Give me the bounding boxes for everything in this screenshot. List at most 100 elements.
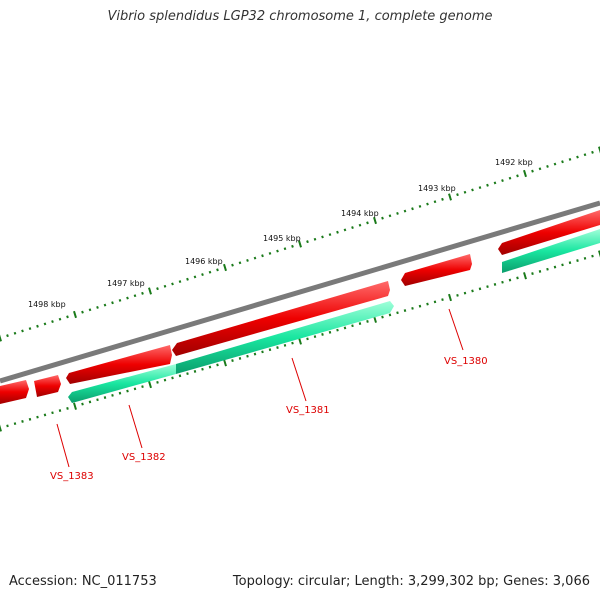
gene-label-vs1380[interactable]: VS_1380 — [444, 356, 488, 367]
minor-tick — [426, 302, 429, 306]
minor-tick — [516, 174, 519, 178]
minor-tick — [568, 261, 572, 265]
major-tick — [448, 293, 452, 302]
reverse-gene[interactable] — [502, 229, 600, 273]
minor-tick — [493, 181, 497, 185]
gene-label-leaders — [56, 308, 464, 468]
minor-tick — [51, 320, 54, 324]
major-tick — [448, 193, 452, 201]
minor-tick — [561, 263, 564, 267]
minor-tick — [306, 337, 309, 341]
minor-tick — [411, 306, 414, 310]
minor-tick — [21, 420, 24, 423]
minor-tick — [118, 298, 122, 302]
minor-tick — [478, 287, 482, 291]
minor-tick — [576, 259, 579, 262]
forward-gene[interactable] — [34, 375, 61, 397]
minor-tick — [291, 341, 294, 345]
minor-tick — [343, 228, 347, 232]
minor-tick — [133, 387, 137, 391]
minor-tick — [508, 278, 512, 282]
minor-tick — [283, 343, 287, 347]
minor-tick — [501, 280, 504, 284]
minor-tick — [463, 291, 467, 295]
minor-tick — [208, 365, 212, 369]
minor-tick — [396, 211, 399, 215]
minor-tick — [433, 200, 437, 204]
minor-tick — [546, 267, 549, 271]
scale-labels: 1492 kbp 1493 kbp 1494 kbp 1495 kbp 1496… — [28, 158, 533, 309]
minor-tick — [118, 391, 122, 395]
major-tick — [223, 263, 227, 272]
minor-tick — [36, 415, 39, 419]
forward-gene[interactable] — [401, 254, 472, 286]
minor-tick — [238, 356, 242, 360]
minor-tick — [261, 350, 264, 354]
forward-gene[interactable] — [0, 380, 29, 404]
minor-tick — [553, 162, 557, 166]
reverse-gene[interactable] — [68, 364, 176, 403]
minor-tick — [568, 157, 572, 161]
minor-tick — [208, 270, 212, 274]
minor-tick — [328, 233, 332, 237]
minor-tick — [186, 372, 189, 376]
minor-tick — [283, 247, 287, 251]
major-tick — [73, 402, 77, 410]
major-tick — [148, 287, 152, 295]
minor-tick — [388, 313, 392, 317]
gene-labels: VS_1380 VS_1381 VS_1382 VS_1383 — [50, 356, 488, 482]
scale-label-1493: 1493 kbp — [418, 184, 456, 193]
forward-gene[interactable] — [172, 281, 390, 356]
minor-tick — [193, 370, 197, 373]
forward-gene[interactable] — [66, 345, 172, 384]
minor-tick — [66, 407, 69, 410]
minor-tick — [381, 315, 384, 319]
minor-tick — [103, 303, 107, 307]
gene-label-vs1381[interactable]: VS_1381 — [286, 405, 330, 416]
minor-tick — [358, 223, 362, 227]
major-tick — [598, 146, 600, 154]
minor-tick — [178, 374, 182, 378]
scale-label-1494: 1494 kbp — [341, 209, 379, 218]
minor-tick — [441, 197, 444, 201]
forward-gene-track — [0, 210, 600, 404]
minor-tick — [6, 334, 9, 338]
leader-line-vs1380 — [448, 308, 464, 351]
minor-tick — [253, 352, 257, 356]
minor-tick — [321, 235, 324, 239]
minor-tick — [471, 289, 474, 293]
minor-tick — [141, 385, 144, 389]
minor-tick — [531, 272, 534, 275]
minor-tick — [96, 305, 99, 309]
leader-line-vs1383 — [56, 423, 70, 468]
minor-tick — [351, 226, 354, 230]
minor-tick — [561, 160, 564, 164]
minor-tick — [178, 280, 182, 284]
minor-tick — [36, 324, 39, 328]
minor-tick — [171, 376, 174, 380]
minor-tick — [141, 291, 144, 295]
genome-summary-text: Topology: circular; Length: 3,299,302 bp… — [232, 574, 590, 589]
minor-tick — [88, 400, 92, 404]
minor-tick — [21, 329, 24, 333]
minor-tick — [51, 411, 54, 415]
minor-tick — [351, 324, 354, 328]
minor-tick — [531, 169, 534, 173]
major-tick — [598, 250, 600, 258]
minor-tick — [88, 308, 92, 312]
reverse-gene[interactable] — [176, 301, 394, 374]
minor-tick — [583, 153, 587, 157]
gene-label-vs1383[interactable]: VS_1383 — [50, 471, 94, 482]
minor-tick — [403, 209, 407, 213]
minor-tick — [366, 320, 369, 323]
inner-scale-ticks — [0, 250, 600, 432]
forward-gene[interactable] — [498, 210, 600, 255]
minor-tick — [418, 204, 422, 208]
gene-label-vs1382[interactable]: VS_1382 — [122, 452, 166, 463]
minor-tick — [538, 269, 542, 273]
minor-tick — [486, 285, 489, 289]
minor-tick — [133, 294, 137, 298]
minor-tick — [501, 179, 504, 183]
minor-tick — [546, 164, 549, 168]
major-tick — [523, 169, 527, 178]
